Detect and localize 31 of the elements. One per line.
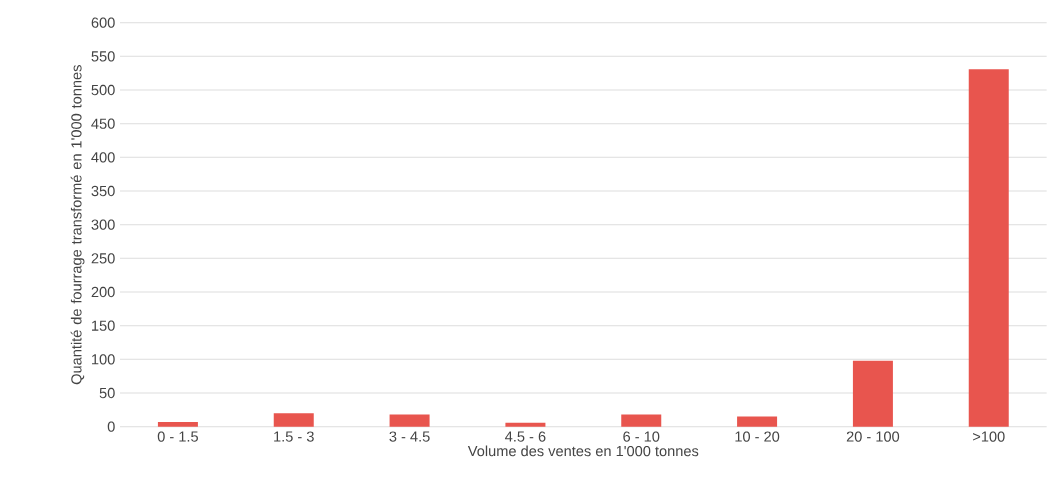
y-tick-label: 300 (91, 219, 115, 230)
y-tick-label: 50 (99, 387, 115, 399)
bar (737, 416, 778, 427)
y-tick-label: 100 (92, 354, 115, 365)
x-tick-label: 20 - 100 (846, 431, 900, 442)
x-tick-label: 4.5 - 6 (505, 431, 546, 442)
x-tick-label: >100 (973, 431, 1005, 442)
bar (273, 413, 314, 427)
x-tick-label: 10 - 20 (735, 431, 780, 442)
bar (389, 414, 430, 427)
y-tick-label: 350 (91, 185, 115, 197)
y-tick-label: 550 (91, 51, 115, 62)
y-tick-label: 600 (91, 17, 115, 28)
x-tick-label: 3 - 4.5 (389, 431, 430, 442)
x-tick-label: 6 - 10 (623, 431, 660, 442)
bar (157, 421, 198, 427)
y-tick-label: 0 (107, 421, 115, 432)
x-axis-title: Volume des ventes en 1'000 tonnes (467, 445, 699, 457)
y-axis-title: Quantité de fourrage transformé en 1'000 tonnes (70, 65, 85, 385)
bar (505, 422, 546, 427)
bar (968, 69, 1009, 427)
y-tick-label: 450 (91, 118, 115, 129)
bar (852, 360, 893, 427)
y-tick-label: 200 (91, 286, 115, 298)
y-tick-label: 250 (91, 253, 115, 264)
x-tick-label: 0 - 1.5 (157, 431, 198, 442)
y-tick-label: 150 (92, 320, 115, 331)
y-tick-label: 400 (91, 152, 115, 163)
bar (621, 414, 662, 427)
x-tick-label: 1.5 - 3 (274, 431, 314, 442)
y-tick-label: 500 (91, 84, 115, 96)
